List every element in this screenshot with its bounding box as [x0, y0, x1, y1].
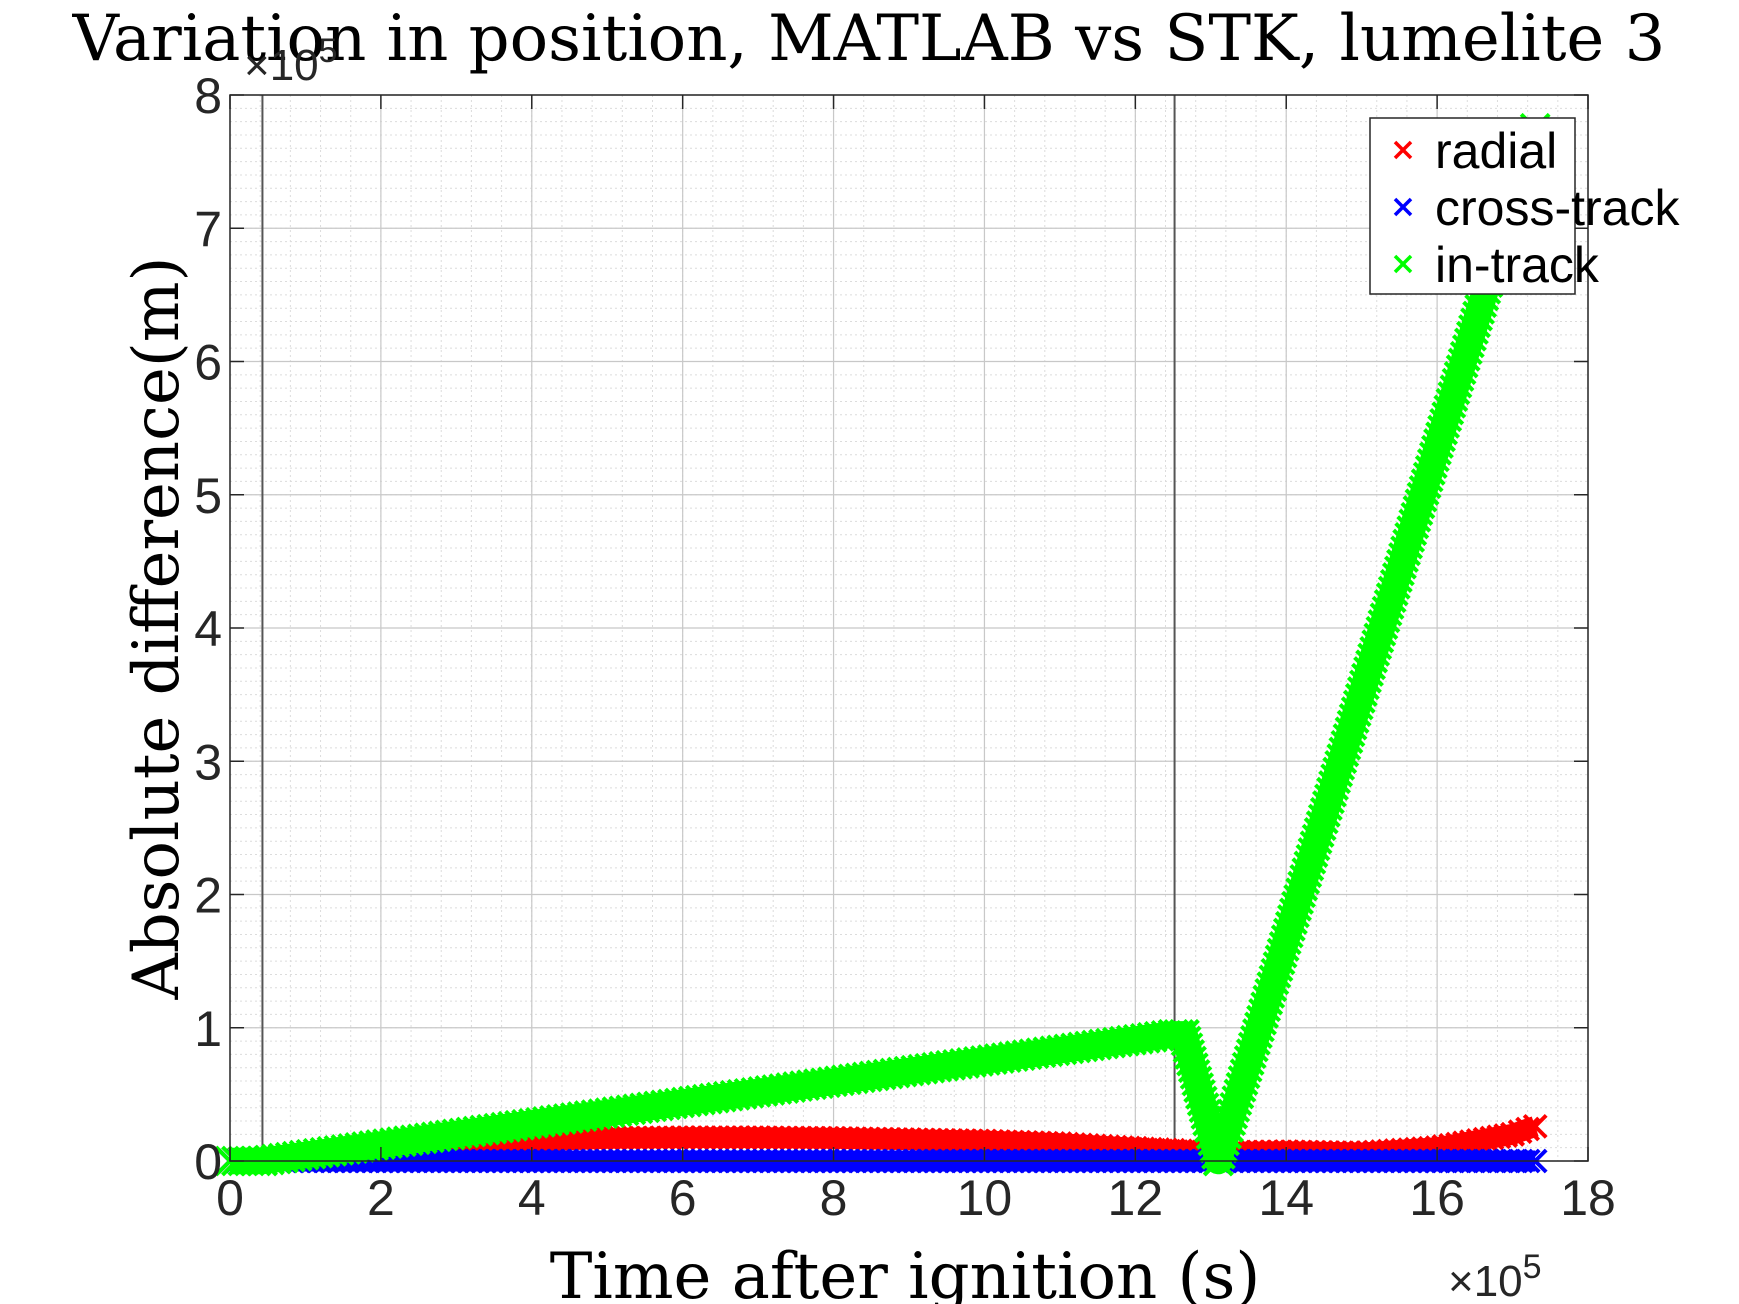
y-tick-label: 5: [194, 468, 222, 524]
x-tick-label: 8: [820, 1170, 848, 1226]
legend-item-radial: radial: [1393, 123, 1557, 179]
y-tick-label: 0: [194, 1134, 222, 1190]
y-tick-label: 7: [194, 201, 222, 257]
data-point: [1507, 1119, 1533, 1145]
x-axis-label: Time after ignition (s): [550, 1240, 1261, 1304]
x-tick-label: 2: [367, 1170, 395, 1226]
x-tick-label: 4: [518, 1170, 546, 1226]
data-point: [1493, 1123, 1519, 1148]
y-tick-label: 8: [194, 68, 222, 124]
legend-label: in-track: [1435, 237, 1600, 293]
x-axis-exponent: ×105: [1448, 1248, 1542, 1304]
y-tick-label: 4: [194, 601, 222, 657]
legend-item-cross-track: cross-track: [1393, 180, 1680, 236]
y-tick-label: 6: [194, 335, 222, 391]
y-tick-label: 3: [194, 734, 222, 790]
y-tick-label: 1: [194, 1001, 222, 1057]
y-exponent-base: ×10: [244, 41, 319, 90]
y-exponent-power: 5: [319, 32, 338, 70]
x-tick-label: 14: [1258, 1170, 1314, 1226]
legend-label: radial: [1435, 123, 1557, 179]
legend-item-in-track: in-track: [1393, 237, 1600, 293]
chart-title: Variation in position, MATLAB vs STK, lu…: [72, 2, 1666, 76]
y-axis-label: Absolute difference(m): [120, 257, 194, 1001]
x-exponent-power: 5: [1523, 1248, 1542, 1286]
x-tick-label: 18: [1560, 1170, 1616, 1226]
legend-marker: [1393, 140, 1413, 160]
data-point: [1500, 1121, 1525, 1147]
x-exponent-base: ×10: [1448, 1257, 1523, 1304]
y-axis-exponent: ×105: [244, 32, 338, 90]
x-tick-label: 10: [957, 1170, 1013, 1226]
data-point: [1515, 1116, 1541, 1142]
y-tick-label: 2: [194, 868, 222, 924]
data-point: [1522, 1113, 1548, 1139]
x-tick-label: 16: [1409, 1170, 1465, 1226]
x-tick-label: 6: [669, 1170, 697, 1226]
x-tick-label: 0: [216, 1170, 244, 1226]
legend-marker: [1393, 197, 1413, 217]
legend-label: cross-track: [1435, 180, 1680, 236]
legend-marker: [1393, 254, 1413, 274]
x-tick-label: 12: [1108, 1170, 1164, 1226]
